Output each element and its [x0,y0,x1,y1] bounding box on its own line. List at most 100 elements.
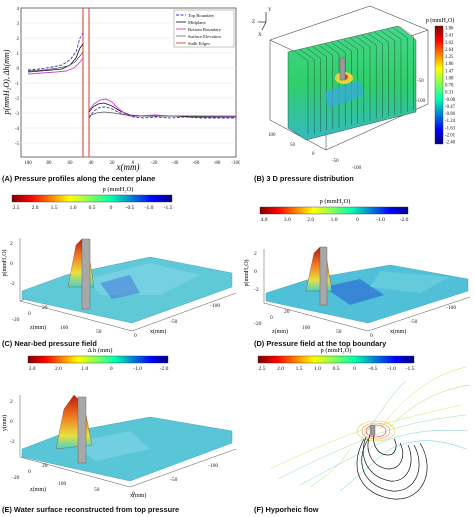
hyporheic-flow-plot: p (mmH₂O) 2.5 2.0 1.5 1.0 0.5 0 -0.5 -1.0 -1.5 [257,347,471,500]
b-colorbar-tick: 0.70 [445,84,454,89]
svg-text:-2: -2 [10,439,15,445]
pressure-profile-plot: 4 3 2 1 0 -1 -2 -3 -4 -5 100 80 60 40 20 0 -20 -40 -… [2,7,241,172]
d-colorbar-tick: -2.0 [400,217,409,223]
c-zlabel: p(mmH₂O) [1,249,8,276]
f-colorbar-ticks: 2.5 2.0 1.5 1.0 0.5 0 -0.5 -1.0 -1.5 [259,366,415,372]
panel-a: 4 3 2 1 0 -1 -2 -3 -4 -5 100 80 60 40 20 0 -20 -40 -… [0,0,241,183]
e-xlabel: x(mm) [130,492,146,499]
b-colorbar-tick: 2.64 [445,48,454,53]
b-axis-ticks: -50 -100 100 50 0 -50 -100 [268,79,426,171]
c-tick-z: 0 [28,311,31,317]
svg-text:-1: -1 [15,82,20,87]
d-colorbar-ticks: 4.0 3.0 2.0 1.0 0 -1.0 -2.0 [261,217,409,223]
caption-b: (B) 3 D pressure distribution [254,174,354,183]
c-xlabel: x(mm) [150,328,166,335]
f-colorbar [257,355,415,364]
svg-text:40: 40 [89,161,95,166]
flow-paths [356,434,428,500]
triad-z-label: Z [252,20,255,25]
svg-text:1: 1 [17,52,20,57]
pressure-3d-plot: Y Z X -50 -100 100 50 0 -50 -10 [252,5,456,171]
c-colorbar-ticks: 2.5 2.0 1.5 1.0 0.5 0 -0.5 -1.0 -1.5 [13,205,173,211]
d-tick-x: 50 [336,329,342,335]
svg-text:2: 2 [10,399,13,405]
d-colorbar-title: p (mmH₂O) [320,198,351,205]
svg-text:-5: -5 [15,142,20,147]
slab-line [399,26,414,111]
b-colorbar-tick: -1.63 [445,126,456,131]
svg-text:-60: -60 [193,161,200,166]
y-axis-label: p(mmH₂O), Δh(mm) [2,49,11,115]
svg-text:2: 2 [17,37,20,42]
b-colorbar-ticks: 3.80 3.41 3.02 2.64 2.25 1.86 1.47 1.08 0.70 0.31… [445,27,456,146]
svg-text:-80: -80 [214,161,221,166]
b-colorbar-tick: -0.47 [445,105,456,110]
b-tick: -100 [416,99,426,104]
f-colorbar-tick: 1.5 [296,366,303,372]
d-zlabel: p(mmH₂O) [243,259,250,286]
slab-line [380,30,395,115]
svg-text:2: 2 [254,251,257,257]
svg-text:2: 2 [10,241,13,247]
svg-text:100: 100 [24,161,32,166]
b-colorbar-tick: -1.24 [445,119,456,124]
contour-lines [269,366,471,492]
legend-midplane: Midplane [188,20,206,25]
legend-stalk-edges: Stalk Edges [188,41,210,46]
e-tick-z: 20 [42,463,48,469]
svg-text:0: 0 [10,261,13,267]
d-tick-x: 0 [370,333,373,339]
b-colorbar-tick: -2.01 [445,133,456,138]
e-colorbar-tick: 1.0 [81,366,88,372]
e-tick-z: 0 [28,469,31,475]
c-tick-x: 0 [134,333,137,339]
slab-line [386,29,402,114]
e-colorbar-tick: -1.0 [133,366,142,372]
d-axes [263,249,471,332]
d-tick-z: -20 [254,321,262,327]
slab-line [368,33,383,118]
caption-e: (E) Water surface reconstructed from top… [2,505,180,514]
b-tick: 0 [312,152,315,157]
b-colorbar-tick: 1.86 [445,62,454,67]
panel-d: p (mmH₂O) 4.0 3.0 2.0 1.0 0 -1.0 -2.0 2 0 -2 20 … [240,183,474,348]
e-colorbar-tick: 2.0 [55,366,62,372]
slab-line [300,49,315,134]
svg-text:-20: -20 [151,161,158,166]
near-bed-surface-plot: p (mmH₂O) 2.5 2.0 1.5 1.0 0.5 0 -0.5 -1.0 -1.5 2… [1,186,237,339]
series-lines [27,8,236,157]
hot-contours [356,420,396,442]
svg-text:-2: -2 [254,287,259,293]
caption-c: (C) Near-bed pressure field [2,339,97,348]
legend-bottom-boundary: Bottom Boundary [188,27,222,32]
e-tick-x: -50 [170,477,178,483]
d-ticks: 20-2 20 0 -20 100 50 0 -50 -100 [254,251,456,339]
svg-text:-2: -2 [15,97,20,102]
f-colorbar-title: p (mmH₂O) [321,347,352,354]
panel-c: p (mmH₂O) 2.5 2.0 1.5 1.0 0.5 0 -0.5 -1.0 -1.5 2… [0,183,240,348]
b-tick: -50 [417,79,424,84]
f-colorbar-tick: -1.0 [387,366,396,372]
e-colorbar-tick: 0 [110,366,113,372]
f-colorbar-tick: 2.5 [259,366,266,372]
pressure-slabs [287,25,417,141]
c-colorbar-tick: 1.5 [51,205,58,211]
caption-d: (D) Pressure field at the top boundary [254,339,387,348]
d-stalk [319,246,328,306]
c-colorbar-tick: 0 [110,205,113,211]
d-tick-x: -100 [446,305,456,311]
b-colorbar-tick: -2.40 [445,141,456,146]
y-tick-labels: 4 3 2 1 0 -1 -2 -3 -4 -5 [15,7,20,147]
f-stalk [369,424,376,436]
d-colorbar [259,206,409,215]
c-tick-z: -20 [12,317,20,323]
e-peak [55,394,93,450]
f-colorbar-tick: 1.0 [314,366,321,372]
panel-f: p (mmH₂O) 2.5 2.0 1.5 1.0 0.5 0 -0.5 -1.0 -1.5 [240,345,474,517]
c-colorbar-tick: 1.0 [70,205,77,211]
c-tick-x: -50 [170,319,178,325]
d-tick-x: 100 [302,325,311,331]
d-tick-x: -50 [410,319,418,325]
svg-text:60: 60 [68,161,74,166]
svg-text:-2: -2 [10,281,15,287]
